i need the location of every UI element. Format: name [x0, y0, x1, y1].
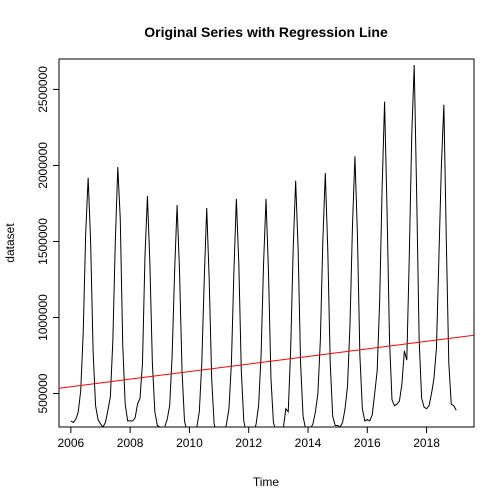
x-tick-label: 2008: [117, 436, 144, 450]
x-tick-label: 2012: [235, 436, 262, 450]
x-tick-label: 2016: [354, 436, 381, 450]
chart-title: Original Series with Regression Line: [144, 24, 388, 40]
x-tick-label: 2006: [58, 436, 85, 450]
regression-line: [59, 334, 474, 389]
x-axis-label: Time: [253, 475, 280, 489]
y-tick-label: 1000000: [36, 294, 50, 341]
series-line: [70, 65, 457, 427]
y-tick-label: 2500000: [36, 66, 50, 113]
y-axis-label: dataset: [3, 223, 17, 263]
y-tick-label: 1500000: [36, 218, 50, 265]
y-tick-label: 2000000: [36, 142, 50, 189]
x-tick-label: 2010: [176, 436, 203, 450]
y-tick-label: 500000: [36, 373, 50, 413]
x-tick-label: 2018: [413, 436, 440, 450]
y-axis: 500000 1000000 1500000 2000000 2500000: [36, 66, 60, 414]
x-axis: 2006 2008 2010 2012 2014 2016 2018: [58, 426, 440, 450]
x-tick-label: 2014: [295, 436, 322, 450]
plot-box: [58, 58, 475, 428]
plot-area: [59, 65, 474, 427]
